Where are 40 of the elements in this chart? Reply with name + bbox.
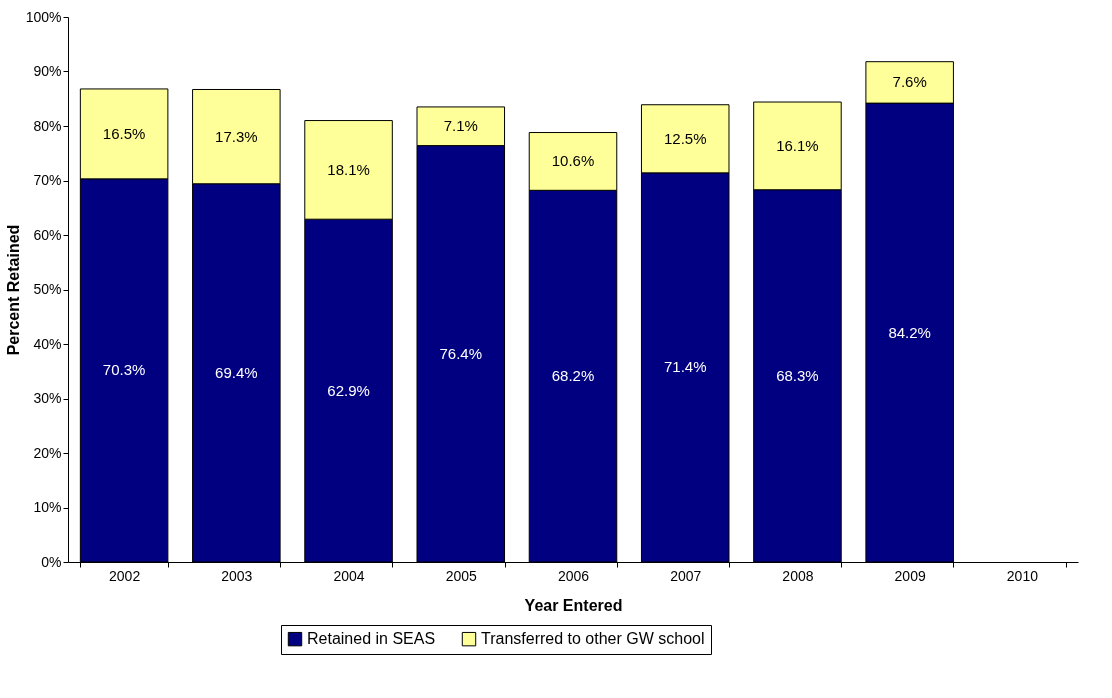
data-label: 70.3%	[102, 361, 146, 379]
data-label: 16.5%	[102, 124, 146, 142]
data-label: 69.4%	[215, 363, 258, 381]
y-tick-label: 50%	[33, 281, 62, 297]
x-tick-label: 2004	[333, 567, 365, 584]
y-axis-title: Percent Retained	[4, 224, 22, 356]
data-label: 10.6%	[551, 152, 595, 170]
data-label: 17.3%	[215, 127, 258, 145]
y-tick-label: 80%	[33, 117, 62, 134]
y-tick-label: 60%	[33, 226, 62, 243]
data-label: 7.6%	[892, 73, 927, 91]
y-tick-label: 90%	[33, 63, 62, 79]
data-label: 12.5%	[663, 129, 707, 147]
y-tick-label: 100%	[25, 8, 62, 25]
y-tick-label: 20%	[33, 444, 62, 461]
data-label: 62.9%	[327, 381, 370, 399]
data-label: 18.1%	[327, 160, 370, 178]
x-tick-label: 2006	[557, 567, 590, 584]
x-axis-title: Year Entered	[524, 596, 623, 614]
data-label: 68.2%	[551, 367, 595, 385]
x-tick-label: 2007	[670, 567, 702, 584]
y-tick-label: 10%	[33, 499, 62, 515]
y-tick-label: 40%	[33, 335, 62, 352]
x-tick-label: 2008	[782, 567, 814, 584]
x-tick-label: 2010	[1006, 567, 1039, 584]
x-tick-label: 2002	[109, 567, 141, 584]
y-tick-label: 30%	[33, 390, 62, 406]
legend-label: Transferred to other GW school	[481, 630, 705, 648]
data-label: 76.4%	[439, 344, 483, 362]
data-label: 68.3%	[776, 366, 819, 384]
x-tick-label: 2009	[894, 567, 926, 584]
data-label: 16.1%	[776, 136, 819, 154]
data-label: 7.1%	[443, 117, 478, 135]
y-tick-label: 0%	[41, 553, 62, 570]
legend-label: Retained in SEAS	[307, 630, 436, 648]
x-tick-label: 2003	[221, 567, 253, 584]
data-label: 71.4%	[663, 358, 707, 376]
data-label: 84.2%	[888, 323, 931, 341]
y-tick-label: 70%	[33, 172, 62, 188]
x-tick-label: 2005	[445, 567, 478, 584]
